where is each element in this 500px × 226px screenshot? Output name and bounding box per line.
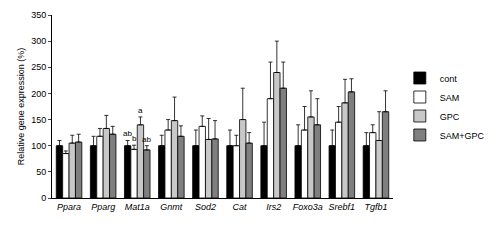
- svg-text:b: b: [132, 134, 137, 143]
- svg-text:Tgfb1: Tgfb1: [364, 202, 387, 212]
- svg-text:ab: ab: [123, 129, 132, 138]
- svg-text:300: 300: [31, 36, 46, 46]
- svg-text:Cat: Cat: [233, 202, 248, 212]
- svg-text:GPC: GPC: [440, 112, 460, 122]
- svg-text:Relative gene expression (%): Relative gene expression (%): [16, 48, 26, 166]
- svg-text:Pparg: Pparg: [91, 202, 115, 212]
- svg-text:SAM+GPC: SAM+GPC: [440, 131, 485, 141]
- svg-text:350: 350: [31, 10, 46, 20]
- svg-text:a: a: [138, 106, 143, 115]
- svg-text:cont: cont: [440, 74, 458, 84]
- svg-text:200: 200: [31, 89, 46, 99]
- svg-text:150: 150: [31, 115, 46, 125]
- svg-text:50: 50: [36, 167, 46, 177]
- svg-text:Srebf1: Srebf1: [329, 202, 356, 212]
- svg-text:Foxo3a: Foxo3a: [293, 202, 323, 212]
- svg-text:Irs2: Irs2: [266, 202, 281, 212]
- svg-text:Mat1a: Mat1a: [125, 202, 150, 212]
- svg-text:100: 100: [31, 141, 46, 151]
- svg-text:250: 250: [31, 62, 46, 72]
- svg-text:SAM: SAM: [440, 93, 460, 103]
- svg-text:0: 0: [41, 193, 46, 203]
- svg-text:ab: ab: [142, 135, 151, 144]
- svg-text:Sod2: Sod2: [195, 202, 216, 212]
- svg-text:Ppara: Ppara: [57, 202, 81, 212]
- svg-text:Gnmt: Gnmt: [160, 202, 183, 212]
